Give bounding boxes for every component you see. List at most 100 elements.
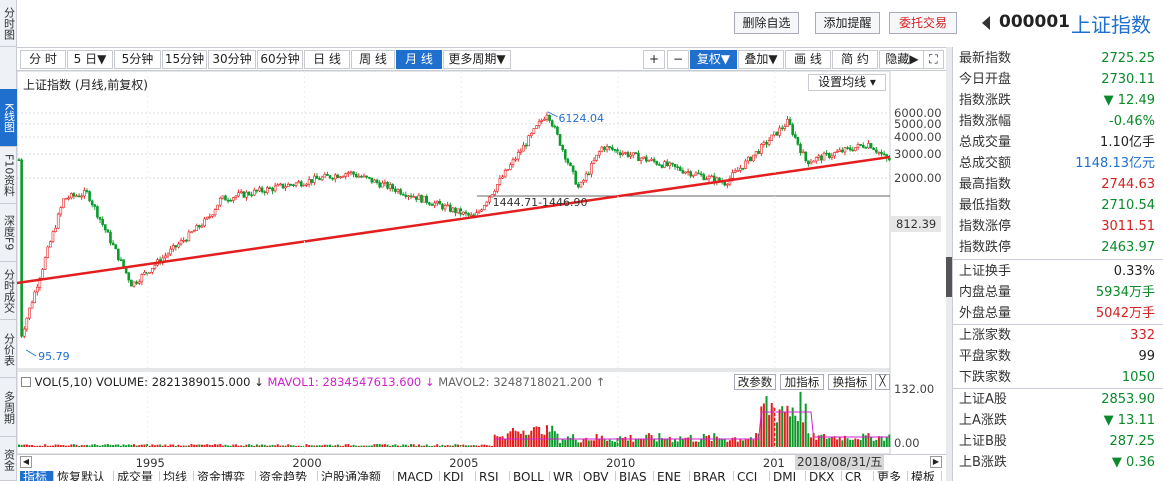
indicator-tab-7[interactable]: MACD: [394, 471, 440, 481]
candle-body: [195, 225, 199, 231]
indicator-tab-9[interactable]: RSI: [476, 471, 510, 481]
volume-bar: [148, 445, 151, 447]
indicator-tab-11[interactable]: WR: [550, 471, 580, 481]
candle-body: [770, 134, 774, 141]
ma-setting-button[interactable]: 设置均线 ▾: [808, 74, 886, 91]
volume-bar: [728, 440, 731, 447]
left-tab-4[interactable]: 分时成交: [0, 263, 17, 320]
indicator-tab-20[interactable]: 更多: [874, 471, 908, 481]
tool-button-3[interactable]: 叠加▼: [738, 50, 784, 69]
volume-bar: [781, 406, 784, 447]
indicator-tab-8[interactable]: KDJ: [440, 471, 476, 481]
scroll-left-icon[interactable]: ◀: [20, 456, 32, 468]
indicator-tab-14[interactable]: ENE: [654, 471, 690, 481]
indicator-tab-3[interactable]: 均线: [160, 471, 194, 481]
candle-body: [702, 174, 706, 181]
minus-icon[interactable]: −: [667, 50, 689, 69]
delete-watchlist-button[interactable]: 删除自选: [734, 12, 799, 34]
candle-body: [41, 269, 44, 279]
tool-button-6[interactable]: 隐藏▶: [879, 50, 925, 69]
fullscreen-icon[interactable]: ⛶: [923, 50, 944, 69]
period-button-2[interactable]: 5分钟: [114, 50, 161, 69]
left-tab-0[interactable]: 分时图: [0, 0, 17, 47]
volume-bar: [289, 445, 292, 447]
volume-bar: [820, 434, 823, 447]
indicator-tab-16[interactable]: CCI: [734, 471, 770, 481]
tool-button-5[interactable]: 简 约: [832, 50, 878, 69]
change-params-button[interactable]: 改参数: [734, 374, 776, 390]
candle-body: [744, 160, 747, 169]
candle-body: [519, 150, 523, 153]
candle-body: [83, 190, 86, 197]
left-tab-5[interactable]: 分价表: [0, 321, 17, 378]
time-scrollbar[interactable]: ◀ ▶ 2018/08/31/五 1995 2000 2005 2010 201: [17, 454, 946, 470]
period-button-5[interactable]: 60分钟: [257, 50, 303, 69]
indicator-tab-0[interactable]: 指标: [20, 471, 54, 481]
candle-body: [367, 176, 371, 179]
divider-handle[interactable]: [946, 257, 952, 297]
left-tab-3[interactable]: 深度F9: [0, 205, 17, 262]
indicator-tab-10[interactable]: BOLL: [510, 471, 550, 481]
indicator-tab-15[interactable]: BRAR: [690, 471, 734, 481]
volume-bar: [287, 444, 290, 447]
volume-bar: [156, 444, 159, 447]
volume-bar: [749, 437, 752, 447]
period-button-1[interactable]: 5 日▼: [67, 50, 113, 69]
candle-body: [872, 147, 875, 151]
swap-indicator-button[interactable]: 换指标: [828, 374, 872, 390]
volume-bar: [177, 444, 180, 447]
indicator-tab-1[interactable]: 恢复默认: [54, 471, 114, 481]
volume-bar: [475, 445, 478, 447]
volume-bar: [744, 439, 747, 447]
quote-value: 5042万手: [1095, 306, 1155, 321]
indicator-tab-2[interactable]: 成交量: [114, 471, 160, 481]
quote-value: 2463.97: [1101, 240, 1155, 255]
volume-bar: [161, 445, 164, 447]
indicator-tab-5[interactable]: 资金趋势: [256, 471, 318, 481]
candle-body: [271, 187, 274, 192]
indicator-tab-4[interactable]: 资金博弈: [194, 471, 256, 481]
period-button-0[interactable]: 分 时: [20, 50, 66, 69]
scroll-right-icon[interactable]: ▶: [930, 456, 942, 468]
period-button-3[interactable]: 15分钟: [162, 50, 207, 69]
period-button-6[interactable]: 日 线: [304, 50, 350, 69]
period-button-7[interactable]: 周 线: [351, 50, 395, 69]
kline-chart[interactable]: 6000.00 5000.00 4000.00 3000.00 2000.00 812.3…: [16, 70, 946, 455]
back-arrow-icon[interactable]: [982, 16, 990, 30]
volume-bar: [619, 436, 622, 447]
plus-icon[interactable]: +: [643, 50, 665, 69]
indicator-tab-13[interactable]: BIAS: [616, 471, 654, 481]
period-button-8[interactable]: 月 线: [396, 50, 442, 69]
quote-value: ▼ 12.49: [1103, 93, 1155, 108]
candle-body: [569, 162, 572, 167]
volume-bar: [645, 434, 648, 447]
add-alert-button[interactable]: 添加提醒: [815, 12, 880, 34]
candle-body: [25, 317, 29, 330]
left-tab-7[interactable]: 资金: [0, 439, 17, 481]
left-tab-2[interactable]: F10资料: [0, 148, 17, 204]
indicator-tab-6[interactable]: 沪股通净额: [318, 471, 394, 481]
indicator-tab-17[interactable]: DMI: [770, 471, 806, 481]
period-button-4[interactable]: 30分钟: [208, 50, 256, 69]
indicator-tab-18[interactable]: DKX: [806, 471, 842, 481]
indicator-tab-12[interactable]: OBV: [580, 471, 616, 481]
left-tab-1[interactable]: K线图: [0, 89, 17, 147]
close-icon[interactable]: ╳: [875, 374, 890, 390]
volume-bar: [543, 434, 546, 447]
add-indicator-button[interactable]: 加指标: [780, 374, 824, 390]
candle-body: [793, 134, 797, 138]
candle-body: [352, 171, 355, 175]
candle-body: [64, 197, 68, 200]
trade-button[interactable]: 委托交易: [889, 12, 957, 34]
tool-button-4[interactable]: 画 线: [785, 50, 831, 69]
candle-body: [697, 172, 700, 175]
volume-bar: [93, 444, 96, 447]
panel-divider[interactable]: [946, 47, 952, 481]
period-button-9[interactable]: 更多周期▼: [443, 50, 511, 69]
indicator-tab-19[interactable]: CR: [842, 471, 874, 481]
left-tab-6[interactable]: 多周期: [0, 378, 17, 437]
volume-bar: [846, 438, 849, 447]
tool-button-2[interactable]: 复权▼: [690, 50, 737, 69]
vol-checkbox[interactable]: [21, 377, 31, 387]
indicator-tab-21[interactable]: 模板: [908, 471, 942, 481]
